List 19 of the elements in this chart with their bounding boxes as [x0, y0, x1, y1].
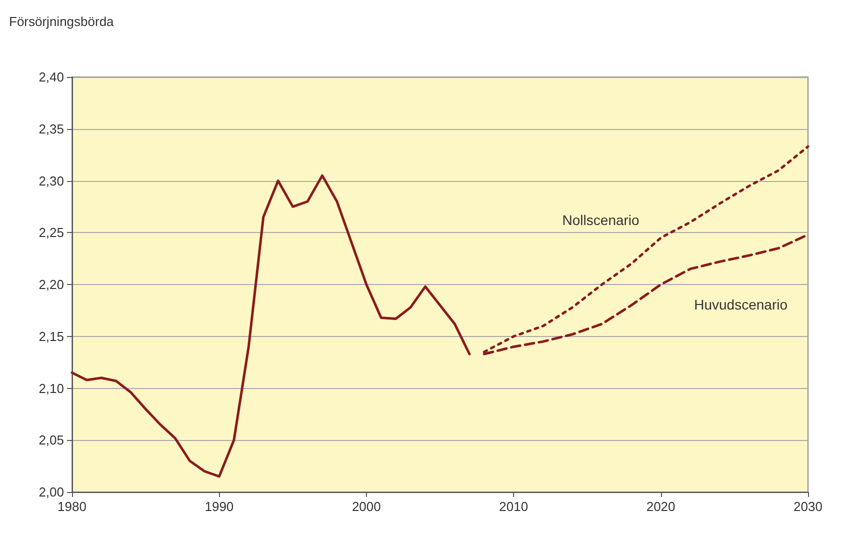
y-tick-label: 2,40 — [38, 70, 64, 84]
y-tick-label: 2,15 — [38, 328, 64, 344]
y-tick-label: 2,35 — [38, 121, 64, 136]
series-label: Nollscenario — [562, 212, 640, 228]
x-tick-label: 2010 — [499, 499, 528, 514]
x-tick-label: 1990 — [204, 499, 234, 514]
x-tick-label: 2020 — [646, 499, 676, 514]
series-label: Huvudscenario — [694, 296, 788, 313]
x-tick-label: 2000 — [352, 499, 381, 514]
y-axis-title: Försörjningsbörda — [9, 14, 115, 29]
y-tick-label: 2,05 — [38, 432, 64, 448]
y-tick-label: 2,20 — [38, 277, 64, 292]
y-tick-label: 2,30 — [38, 173, 64, 188]
x-tick-label: 2030 — [794, 499, 822, 514]
y-tick-label: 2,25 — [38, 225, 64, 240]
y-tick-label: 2,00 — [38, 484, 64, 500]
y-tick-label: 2,10 — [38, 380, 64, 396]
x-tick-label: 1980 — [58, 499, 86, 514]
line-series — [70, 174, 471, 478]
